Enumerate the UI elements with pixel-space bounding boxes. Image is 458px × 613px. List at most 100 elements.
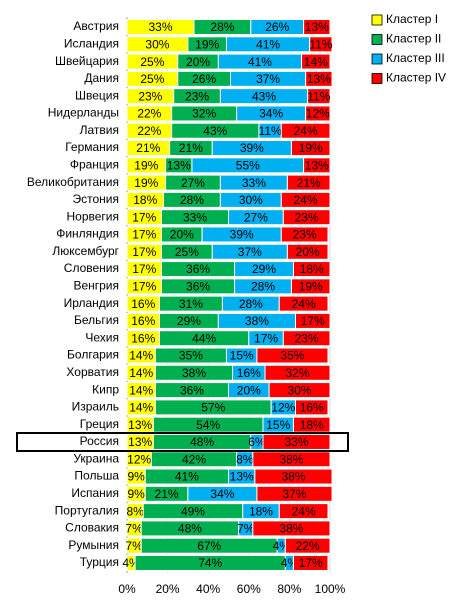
data-label: 28% bbox=[239, 297, 263, 311]
bar-segment bbox=[301, 53, 331, 70]
y-tick-label: Норвегия bbox=[66, 209, 119, 223]
data-label: 57% bbox=[201, 401, 225, 415]
x-tick-label: 100% bbox=[315, 582, 346, 596]
data-label: 16% bbox=[237, 366, 261, 380]
bar-segment bbox=[305, 70, 333, 87]
y-tick-label: Словакия bbox=[65, 521, 119, 535]
y-tick-label: Великобритания bbox=[27, 175, 119, 189]
data-label: 41% bbox=[256, 37, 280, 51]
data-label: 15% bbox=[266, 418, 290, 432]
data-label: 27% bbox=[244, 210, 268, 224]
data-label: 55% bbox=[236, 158, 260, 172]
bar-segment bbox=[256, 347, 329, 364]
data-label: 29% bbox=[252, 262, 276, 276]
y-tick-label: Хорватия bbox=[66, 365, 119, 379]
data-label: 17% bbox=[132, 262, 156, 276]
y-tick-label: Австрия bbox=[73, 19, 119, 33]
y-tick-label: Финляндия bbox=[56, 227, 119, 241]
y-tick-label: Люксембург bbox=[52, 244, 119, 258]
data-label: 34% bbox=[259, 107, 283, 121]
data-label: 42% bbox=[182, 452, 206, 466]
data-label: 7% bbox=[237, 522, 255, 536]
y-tick-label: Испания bbox=[71, 486, 119, 500]
data-label: 7% bbox=[125, 522, 143, 536]
bar-segment bbox=[292, 554, 329, 571]
data-label: 49% bbox=[181, 504, 205, 518]
data-label: 38% bbox=[279, 522, 303, 536]
y-tick-label: Бельгия bbox=[74, 313, 119, 327]
data-label: 14% bbox=[129, 366, 153, 380]
data-label: 30% bbox=[288, 383, 312, 397]
bar-segment bbox=[280, 122, 331, 139]
y-tick-label: Эстония bbox=[73, 192, 120, 206]
y-tick-label: Нидерланды bbox=[48, 106, 119, 120]
data-label: 8% bbox=[126, 504, 144, 518]
data-label: 9% bbox=[127, 470, 145, 484]
legend-label: Кластер III bbox=[386, 51, 445, 65]
data-label: 38% bbox=[279, 452, 303, 466]
data-label: 24% bbox=[292, 504, 316, 518]
data-label: 14% bbox=[129, 349, 153, 363]
bar-segment bbox=[280, 191, 331, 208]
data-label: 19% bbox=[299, 141, 323, 155]
data-label: 15% bbox=[230, 349, 254, 363]
data-label: 14% bbox=[129, 401, 153, 415]
data-label: 30% bbox=[145, 37, 169, 51]
data-label: 6% bbox=[248, 435, 266, 449]
bar-segment bbox=[256, 485, 333, 502]
data-label: 7% bbox=[125, 539, 143, 553]
data-label: 9% bbox=[127, 487, 145, 501]
data-label: 28% bbox=[210, 20, 234, 34]
legend-label: Кластер II bbox=[386, 32, 441, 46]
data-label: 36% bbox=[186, 262, 210, 276]
data-label: 25% bbox=[140, 72, 164, 86]
data-label: 23% bbox=[185, 89, 209, 103]
y-tick-label: Кипр bbox=[92, 382, 119, 396]
data-label: 24% bbox=[294, 124, 318, 138]
bar-segment bbox=[278, 295, 329, 312]
data-label: 33% bbox=[148, 20, 172, 34]
bar-segment bbox=[286, 174, 331, 191]
bar-segment bbox=[292, 261, 331, 278]
data-label: 14% bbox=[129, 383, 153, 397]
data-label: 18% bbox=[249, 504, 273, 518]
data-label: 43% bbox=[252, 89, 276, 103]
data-label: 33% bbox=[183, 210, 207, 224]
data-label: 13% bbox=[305, 158, 329, 172]
legend-swatch bbox=[371, 34, 383, 45]
data-label: 36% bbox=[186, 280, 210, 294]
data-label: 23% bbox=[295, 210, 319, 224]
bar-segment bbox=[294, 399, 329, 416]
data-label: 13% bbox=[230, 470, 254, 484]
data-label: 33% bbox=[242, 176, 266, 190]
data-label: 13% bbox=[307, 72, 331, 86]
data-label: 25% bbox=[175, 245, 199, 259]
bar-segment bbox=[264, 364, 331, 381]
y-tick-label: Украина bbox=[73, 451, 119, 465]
y-tick-label: Дания bbox=[84, 71, 119, 85]
bar-segment bbox=[284, 537, 331, 554]
y-tick-label: Германия bbox=[65, 140, 119, 154]
data-label: 22% bbox=[296, 539, 320, 553]
data-label: 11% bbox=[307, 89, 330, 103]
data-label: 27% bbox=[181, 176, 205, 190]
data-label: 43% bbox=[203, 124, 227, 138]
data-label: 8% bbox=[236, 452, 254, 466]
data-label: 19% bbox=[195, 37, 219, 51]
y-tick-label: Россия bbox=[80, 434, 119, 448]
data-label: 37% bbox=[282, 487, 306, 501]
y-tick-label: Франция bbox=[70, 157, 119, 171]
legend-label: Кластер I bbox=[386, 12, 438, 26]
data-label: 12% bbox=[306, 107, 330, 121]
data-label: 13% bbox=[305, 20, 329, 34]
bar-segment bbox=[286, 243, 329, 260]
y-tick-label: Чехия bbox=[85, 330, 119, 344]
y-tick-label: Швейцария bbox=[55, 54, 119, 68]
data-label: 17% bbox=[132, 280, 156, 294]
data-label: 17% bbox=[132, 245, 156, 259]
data-label: 21% bbox=[155, 487, 179, 501]
data-label: 20% bbox=[296, 245, 320, 259]
data-label: 31% bbox=[179, 297, 203, 311]
legend-swatch bbox=[371, 14, 383, 26]
